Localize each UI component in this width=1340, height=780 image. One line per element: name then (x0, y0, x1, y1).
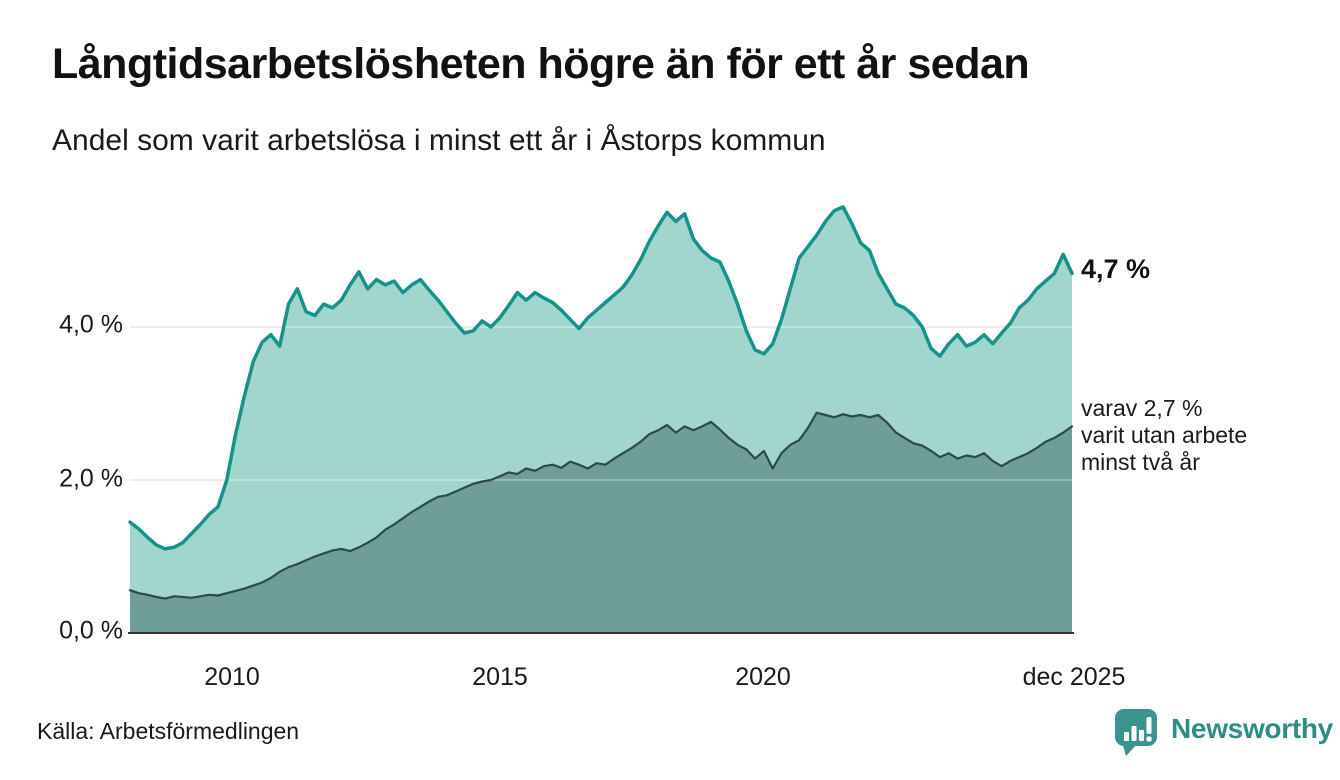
y-axis-tick-label-2: 2,0 % (59, 464, 123, 493)
series-annotation-line-1: varav 2,7 % (1081, 395, 1203, 421)
newsworthy-logo: Newsworthy (1113, 707, 1333, 757)
series-annotation-line-2: varit utan arbete (1081, 422, 1248, 448)
source-note: Källa: Arbetsförmedlingen (37, 718, 300, 744)
page-subtitle: Andel som varit arbetslösa i minst ett å… (52, 124, 826, 157)
series-annotation-line-3: minst två år (1081, 449, 1200, 475)
y-axis-tick-label-4: 4,0 % (59, 310, 123, 339)
y-axis-tick-label-0: 0,0 % (59, 616, 123, 645)
series-annotation: varav 2,7 % varit utan arbete minst två … (1081, 395, 1311, 476)
x-axis-tick-label-2020: 2020 (735, 663, 791, 691)
x-axis-tick-label-2015: 2015 (472, 663, 528, 691)
chart-bubble-icon (1115, 709, 1157, 756)
x-axis-tick-label-dec-2025: dec 2025 (1022, 663, 1126, 691)
page-title: Långtidsarbetslösheten högre än för ett … (52, 40, 1030, 88)
newsworthy-brand-text: Newsworthy (1171, 713, 1333, 744)
series-end-value-label: 4,7 % (1081, 254, 1151, 284)
x-axis-tick-label-2010: 2010 (204, 663, 260, 691)
